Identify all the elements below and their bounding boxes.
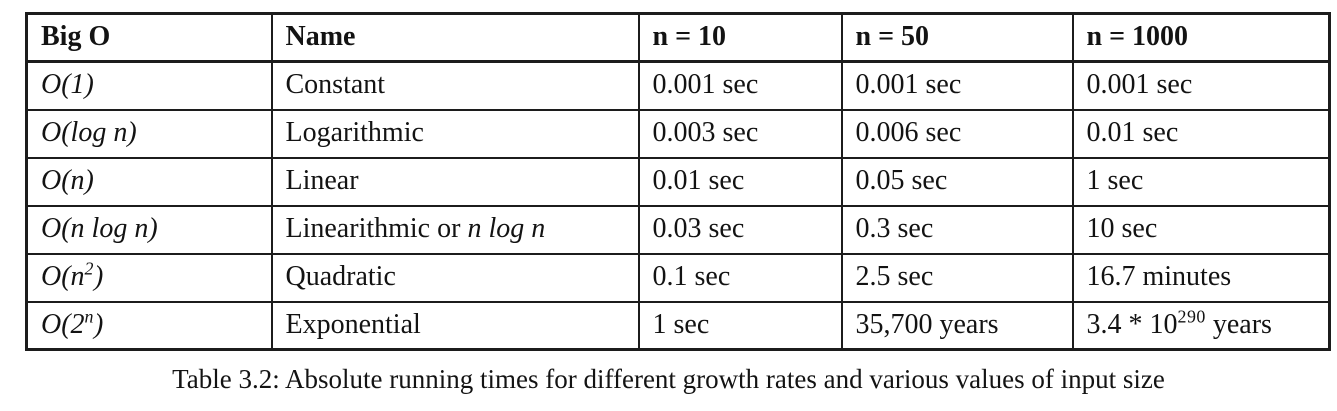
running-times-table: Big O Name n = 10 n = 50 n = 1000 O(1) C… — [25, 12, 1331, 351]
big-o-notation: O(log n) — [41, 117, 137, 149]
name-cell: Constant — [270, 60, 640, 111]
table-row: O(log n) Logarithmic 0.003 sec 0.006 sec… — [25, 108, 1331, 159]
table-caption: Table 3.2: Absolute running times for di… — [172, 364, 1165, 394]
n10-cell: 0.01 sec — [637, 156, 843, 207]
table-row: O(n log n) Linearithmic or n log n 0.03 … — [25, 204, 1331, 255]
n1000-cell: 10 sec — [1071, 204, 1331, 255]
big-o-cell: O(2n) — [25, 300, 273, 351]
name-cell: Logarithmic — [270, 108, 640, 159]
big-o-notation: O(n) — [41, 165, 94, 197]
name-cell: Linear — [270, 156, 640, 207]
table-row: O(n2) Quadratic 0.1 sec 2.5 sec 16.7 min… — [25, 252, 1331, 303]
big-o-exponent: n — [84, 306, 94, 327]
n1000-cell: 0.01 sec — [1071, 108, 1331, 159]
table-row: O(2n) Exponential 1 sec 35,700 years 3.4… — [25, 300, 1331, 351]
big-o-notation: O(2 — [41, 308, 85, 340]
header-row: Big O Name n = 10 n = 50 n = 1000 — [25, 12, 1331, 63]
n1000-cell: 1 sec — [1071, 156, 1331, 207]
n10-cell: 0.001 sec — [637, 60, 843, 111]
big-o-exponent: 2 — [84, 258, 94, 279]
big-o-cell: O(1) — [25, 60, 273, 111]
n50-cell: 0.006 sec — [840, 108, 1074, 159]
n10-cell: 0.003 sec — [637, 108, 843, 159]
n10-cell: 0.1 sec — [637, 252, 843, 303]
table-row: O(1) Constant 0.001 sec 0.001 sec 0.001 … — [25, 60, 1331, 111]
big-o-cell: O(n log n) — [25, 204, 273, 255]
big-o-cell: O(n2) — [25, 252, 273, 303]
table-row: O(n) Linear 0.01 sec 0.05 sec 1 sec — [25, 156, 1331, 207]
n10-cell: 1 sec — [637, 300, 843, 351]
n50-cell: 2.5 sec — [840, 252, 1074, 303]
big-o-cell: O(log n) — [25, 108, 273, 159]
column-header-name: Name — [270, 12, 640, 63]
n50-cell: 0.3 sec — [840, 204, 1074, 255]
n1000-cell: 16.7 minutes — [1071, 252, 1331, 303]
n1000-cell: 3.4 * 10290 years — [1071, 300, 1331, 351]
column-header-n50: n = 50 — [840, 12, 1074, 63]
n1000-cell: 0.001 sec — [1071, 60, 1331, 111]
n50-cell: 0.05 sec — [840, 156, 1074, 207]
column-header-n1000: n = 1000 — [1071, 12, 1331, 63]
name-cell: Linearithmic or n log n — [270, 204, 640, 255]
column-header-big-o: Big O — [25, 12, 273, 63]
big-o-cell: O(n) — [25, 156, 273, 207]
n50-cell: 35,700 years — [840, 300, 1074, 351]
n10-cell: 0.03 sec — [637, 204, 843, 255]
n50-cell: 0.001 sec — [840, 60, 1074, 111]
big-o-notation: O(1) — [41, 69, 94, 101]
column-header-n10: n = 10 — [637, 12, 843, 63]
big-o-notation: O(n — [41, 261, 85, 293]
big-o-notation: O(n log n) — [41, 213, 158, 245]
name-cell: Exponential — [270, 300, 640, 351]
name-cell: Quadratic — [270, 252, 640, 303]
